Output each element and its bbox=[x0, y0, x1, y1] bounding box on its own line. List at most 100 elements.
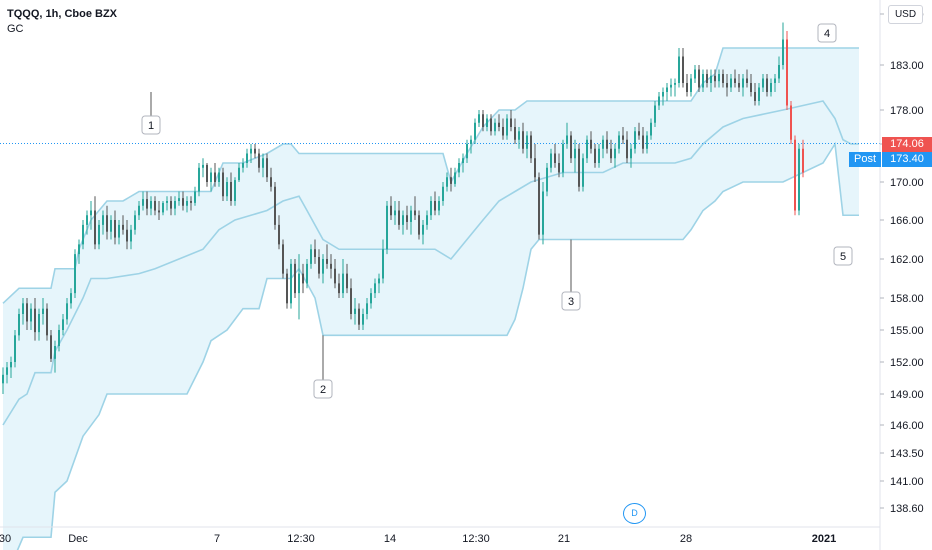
candle-body bbox=[702, 74, 704, 88]
candle-body bbox=[90, 210, 92, 216]
candle-body bbox=[158, 210, 160, 213]
candle-body bbox=[350, 288, 352, 314]
candle-body bbox=[290, 263, 292, 304]
candle-body bbox=[562, 144, 564, 173]
candle-body bbox=[454, 172, 456, 184]
candle-body bbox=[126, 229, 128, 242]
candle-body bbox=[506, 118, 508, 136]
candle-body bbox=[714, 75, 716, 82]
candle-body bbox=[666, 87, 668, 92]
candle-body bbox=[446, 177, 448, 187]
candle-body bbox=[150, 201, 152, 209]
candle-body bbox=[354, 308, 356, 314]
candle-body bbox=[170, 201, 172, 209]
candle-body bbox=[438, 201, 440, 211]
candle-body bbox=[390, 205, 392, 216]
candle-body bbox=[382, 249, 384, 279]
currency-badge[interactable]: USD bbox=[888, 5, 923, 24]
candle-body bbox=[362, 314, 364, 325]
candle-body bbox=[450, 177, 452, 184]
candle-body bbox=[706, 74, 708, 83]
candle-body bbox=[406, 215, 408, 222]
candle-body bbox=[22, 303, 24, 314]
candle-body bbox=[334, 268, 336, 284]
price-tick-label: 155.00 bbox=[890, 325, 924, 337]
candle-body bbox=[646, 135, 648, 149]
candle-body bbox=[610, 148, 612, 159]
candle-body bbox=[2, 374, 4, 384]
candle-body bbox=[18, 314, 20, 336]
price-tick-label: 183.00 bbox=[890, 60, 924, 72]
candle-body bbox=[798, 148, 800, 211]
candle-body bbox=[246, 153, 248, 163]
candle-body bbox=[490, 118, 492, 132]
candle-body bbox=[482, 114, 484, 127]
candle-body bbox=[14, 335, 16, 362]
time-tick-label: 12:30 bbox=[462, 533, 490, 545]
candle-body bbox=[198, 167, 200, 192]
candle-body bbox=[186, 201, 188, 206]
candle-body bbox=[730, 78, 732, 88]
indicator-label[interactable]: GC bbox=[7, 23, 24, 35]
candle-body bbox=[606, 139, 608, 149]
candle-body bbox=[214, 172, 216, 182]
candle-body bbox=[754, 92, 756, 101]
candle-body bbox=[530, 135, 532, 159]
candle-body bbox=[518, 131, 520, 140]
candle-body bbox=[302, 273, 304, 284]
candle-body bbox=[678, 56, 680, 83]
time-tick-label: 12:30 bbox=[287, 533, 315, 545]
candle-body bbox=[130, 229, 132, 242]
candle-body bbox=[258, 153, 260, 168]
candle-body bbox=[106, 215, 108, 232]
candle-body bbox=[574, 148, 576, 159]
candle-body bbox=[374, 283, 376, 294]
interval-badge[interactable]: D bbox=[623, 503, 646, 524]
time-tick-label: 28 bbox=[680, 533, 692, 545]
candle-body bbox=[78, 244, 80, 255]
candle-body bbox=[670, 84, 672, 88]
candle-body bbox=[686, 83, 688, 92]
candle-body bbox=[642, 135, 644, 149]
price-tick-label: 152.00 bbox=[890, 357, 924, 369]
price-tick-label: 170.00 bbox=[890, 177, 924, 189]
candle-body bbox=[386, 205, 388, 250]
candle-body bbox=[742, 78, 744, 88]
candle-body bbox=[122, 224, 124, 230]
candle-body bbox=[402, 215, 404, 225]
candle-body bbox=[118, 224, 120, 238]
candle-body bbox=[502, 127, 504, 136]
candle-body bbox=[586, 139, 588, 159]
band-fill bbox=[3, 48, 859, 550]
candle-body bbox=[62, 319, 64, 330]
price-axis-bg bbox=[880, 0, 932, 550]
candle-body bbox=[410, 210, 412, 222]
candle-body bbox=[206, 164, 208, 182]
candle-body bbox=[418, 215, 420, 235]
candle-body bbox=[650, 122, 652, 136]
candle-body bbox=[594, 148, 596, 163]
time-tick-label: Dec bbox=[68, 533, 88, 545]
candle-body bbox=[422, 224, 424, 235]
candle-body bbox=[582, 158, 584, 187]
symbol-title[interactable]: TQQQ, 1h, Cboe BZX bbox=[7, 8, 118, 20]
candle-body bbox=[318, 257, 320, 274]
candle-body bbox=[154, 201, 156, 211]
candle-body bbox=[614, 148, 616, 159]
price-tick-label: 141.00 bbox=[890, 476, 924, 488]
callout-box bbox=[561, 291, 581, 311]
callout-label: 4 bbox=[824, 28, 830, 40]
candle-body bbox=[470, 139, 472, 144]
time-tick-label: 21 bbox=[558, 533, 570, 545]
candle-body bbox=[230, 182, 232, 201]
post-price-tag: 173.40 bbox=[882, 152, 932, 167]
candle-body bbox=[570, 135, 572, 159]
price-tick-label: 146.00 bbox=[890, 420, 924, 432]
callout-label: 2 bbox=[320, 384, 326, 396]
candle-body bbox=[306, 263, 308, 284]
candle-body bbox=[734, 78, 736, 83]
candle-body bbox=[74, 254, 76, 294]
candle-body bbox=[602, 139, 604, 149]
candle-body bbox=[226, 182, 228, 197]
